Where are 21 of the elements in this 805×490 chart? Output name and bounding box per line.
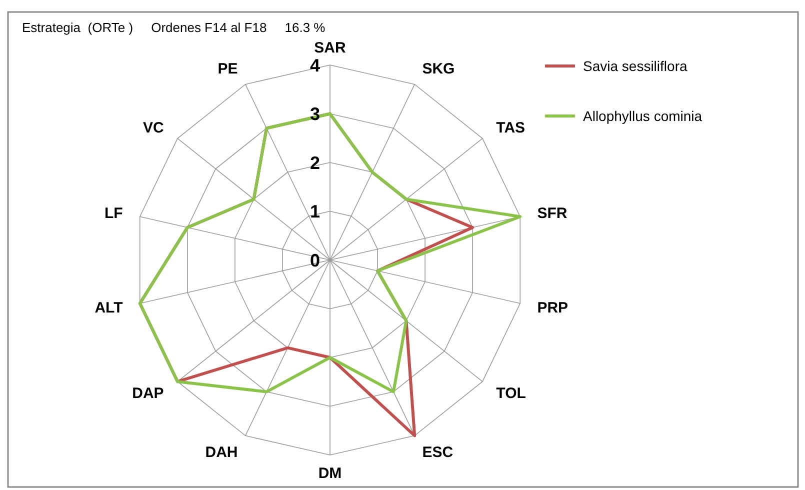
- chart-title: Estrategia (ORTe ) Ordenes F14 al F18 16.3 %: [22, 20, 326, 35]
- spoke-label: SAR: [314, 40, 346, 57]
- y-tick-label: 1: [310, 202, 320, 222]
- legend-label: Allophyllus cominia: [583, 108, 702, 124]
- spoke-label: ESC: [422, 444, 454, 461]
- spoke-label: DAH: [205, 444, 238, 461]
- spoke-label: PE: [218, 60, 238, 78]
- legend-label: Savia sessiliflora: [583, 58, 688, 74]
- spoke-label: DM: [318, 464, 342, 482]
- spoke-label: ALT: [94, 300, 123, 317]
- spoke-label: TOL: [496, 384, 526, 402]
- spoke-label: SKG: [422, 60, 455, 78]
- y-tick-label: 0: [310, 250, 320, 270]
- spoke-label: DAP: [132, 384, 164, 402]
- y-tick-label: 4: [310, 55, 320, 76]
- spoke-label: PRP: [537, 300, 568, 317]
- spoke-label: SFR: [537, 204, 568, 222]
- spoke-label: LF: [104, 204, 123, 222]
- spoke-label: VC: [142, 120, 164, 137]
- spoke-label: TAS: [496, 120, 526, 137]
- y-tick-label: 2: [310, 152, 320, 173]
